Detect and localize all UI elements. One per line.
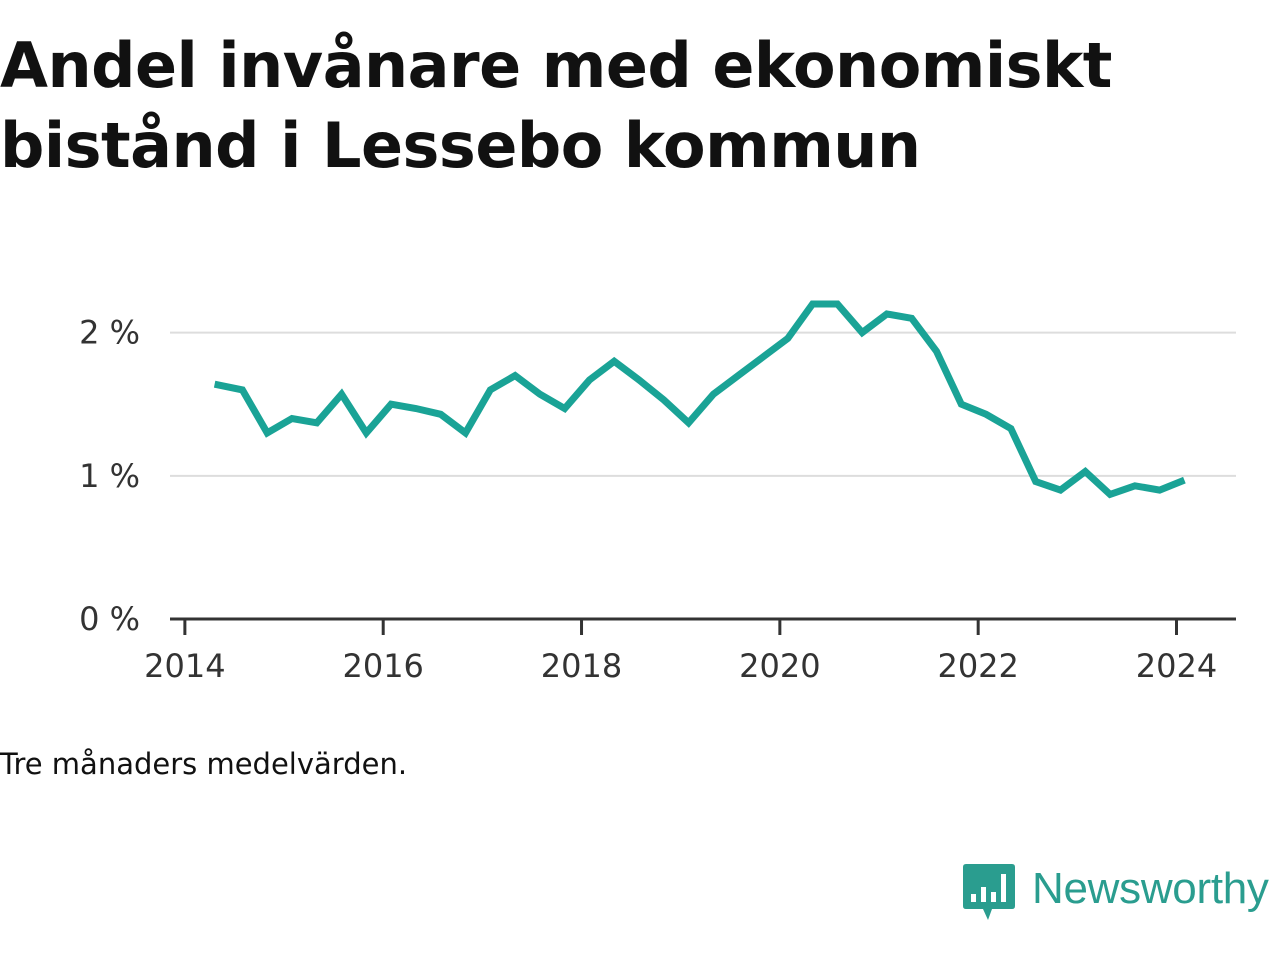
chart-note: Tre månaders medelvärden. [0, 747, 408, 781]
data-series [213, 300, 1186, 499]
x-tick-label: 2024 [1136, 647, 1217, 685]
x-ticks [183, 619, 1179, 635]
y-tick-label: 2 % [79, 314, 140, 352]
series-line [213, 300, 1186, 499]
newsworthy-logo: Newsworthy [962, 862, 1269, 926]
y-tick-label: 0 % [79, 600, 140, 638]
x-tick-label: 2020 [739, 647, 820, 685]
grid-lines [170, 331, 1236, 477]
x-tick-label: 2016 [342, 647, 423, 685]
x-tick-label: 2022 [937, 647, 1018, 685]
x-tick-label: 2014 [144, 647, 225, 685]
line-chart: 0 % 1 % 2 % 2014 2016 2018 2020 2022 2024 [79, 300, 1236, 685]
bar-chart-speech-bubble-icon [963, 864, 1015, 920]
chart-title: Andel invånare med ekonomiskt bistånd i … [0, 29, 1112, 182]
x-tick-label: 2018 [541, 647, 622, 685]
brand-name: Newsworthy [1032, 864, 1269, 913]
y-tick-label: 1 % [79, 457, 140, 495]
y-tick-labels: 0 % 1 % 2 % [79, 314, 140, 638]
x-tick-labels: 2014 2016 2018 2020 2022 2024 [144, 647, 1217, 685]
